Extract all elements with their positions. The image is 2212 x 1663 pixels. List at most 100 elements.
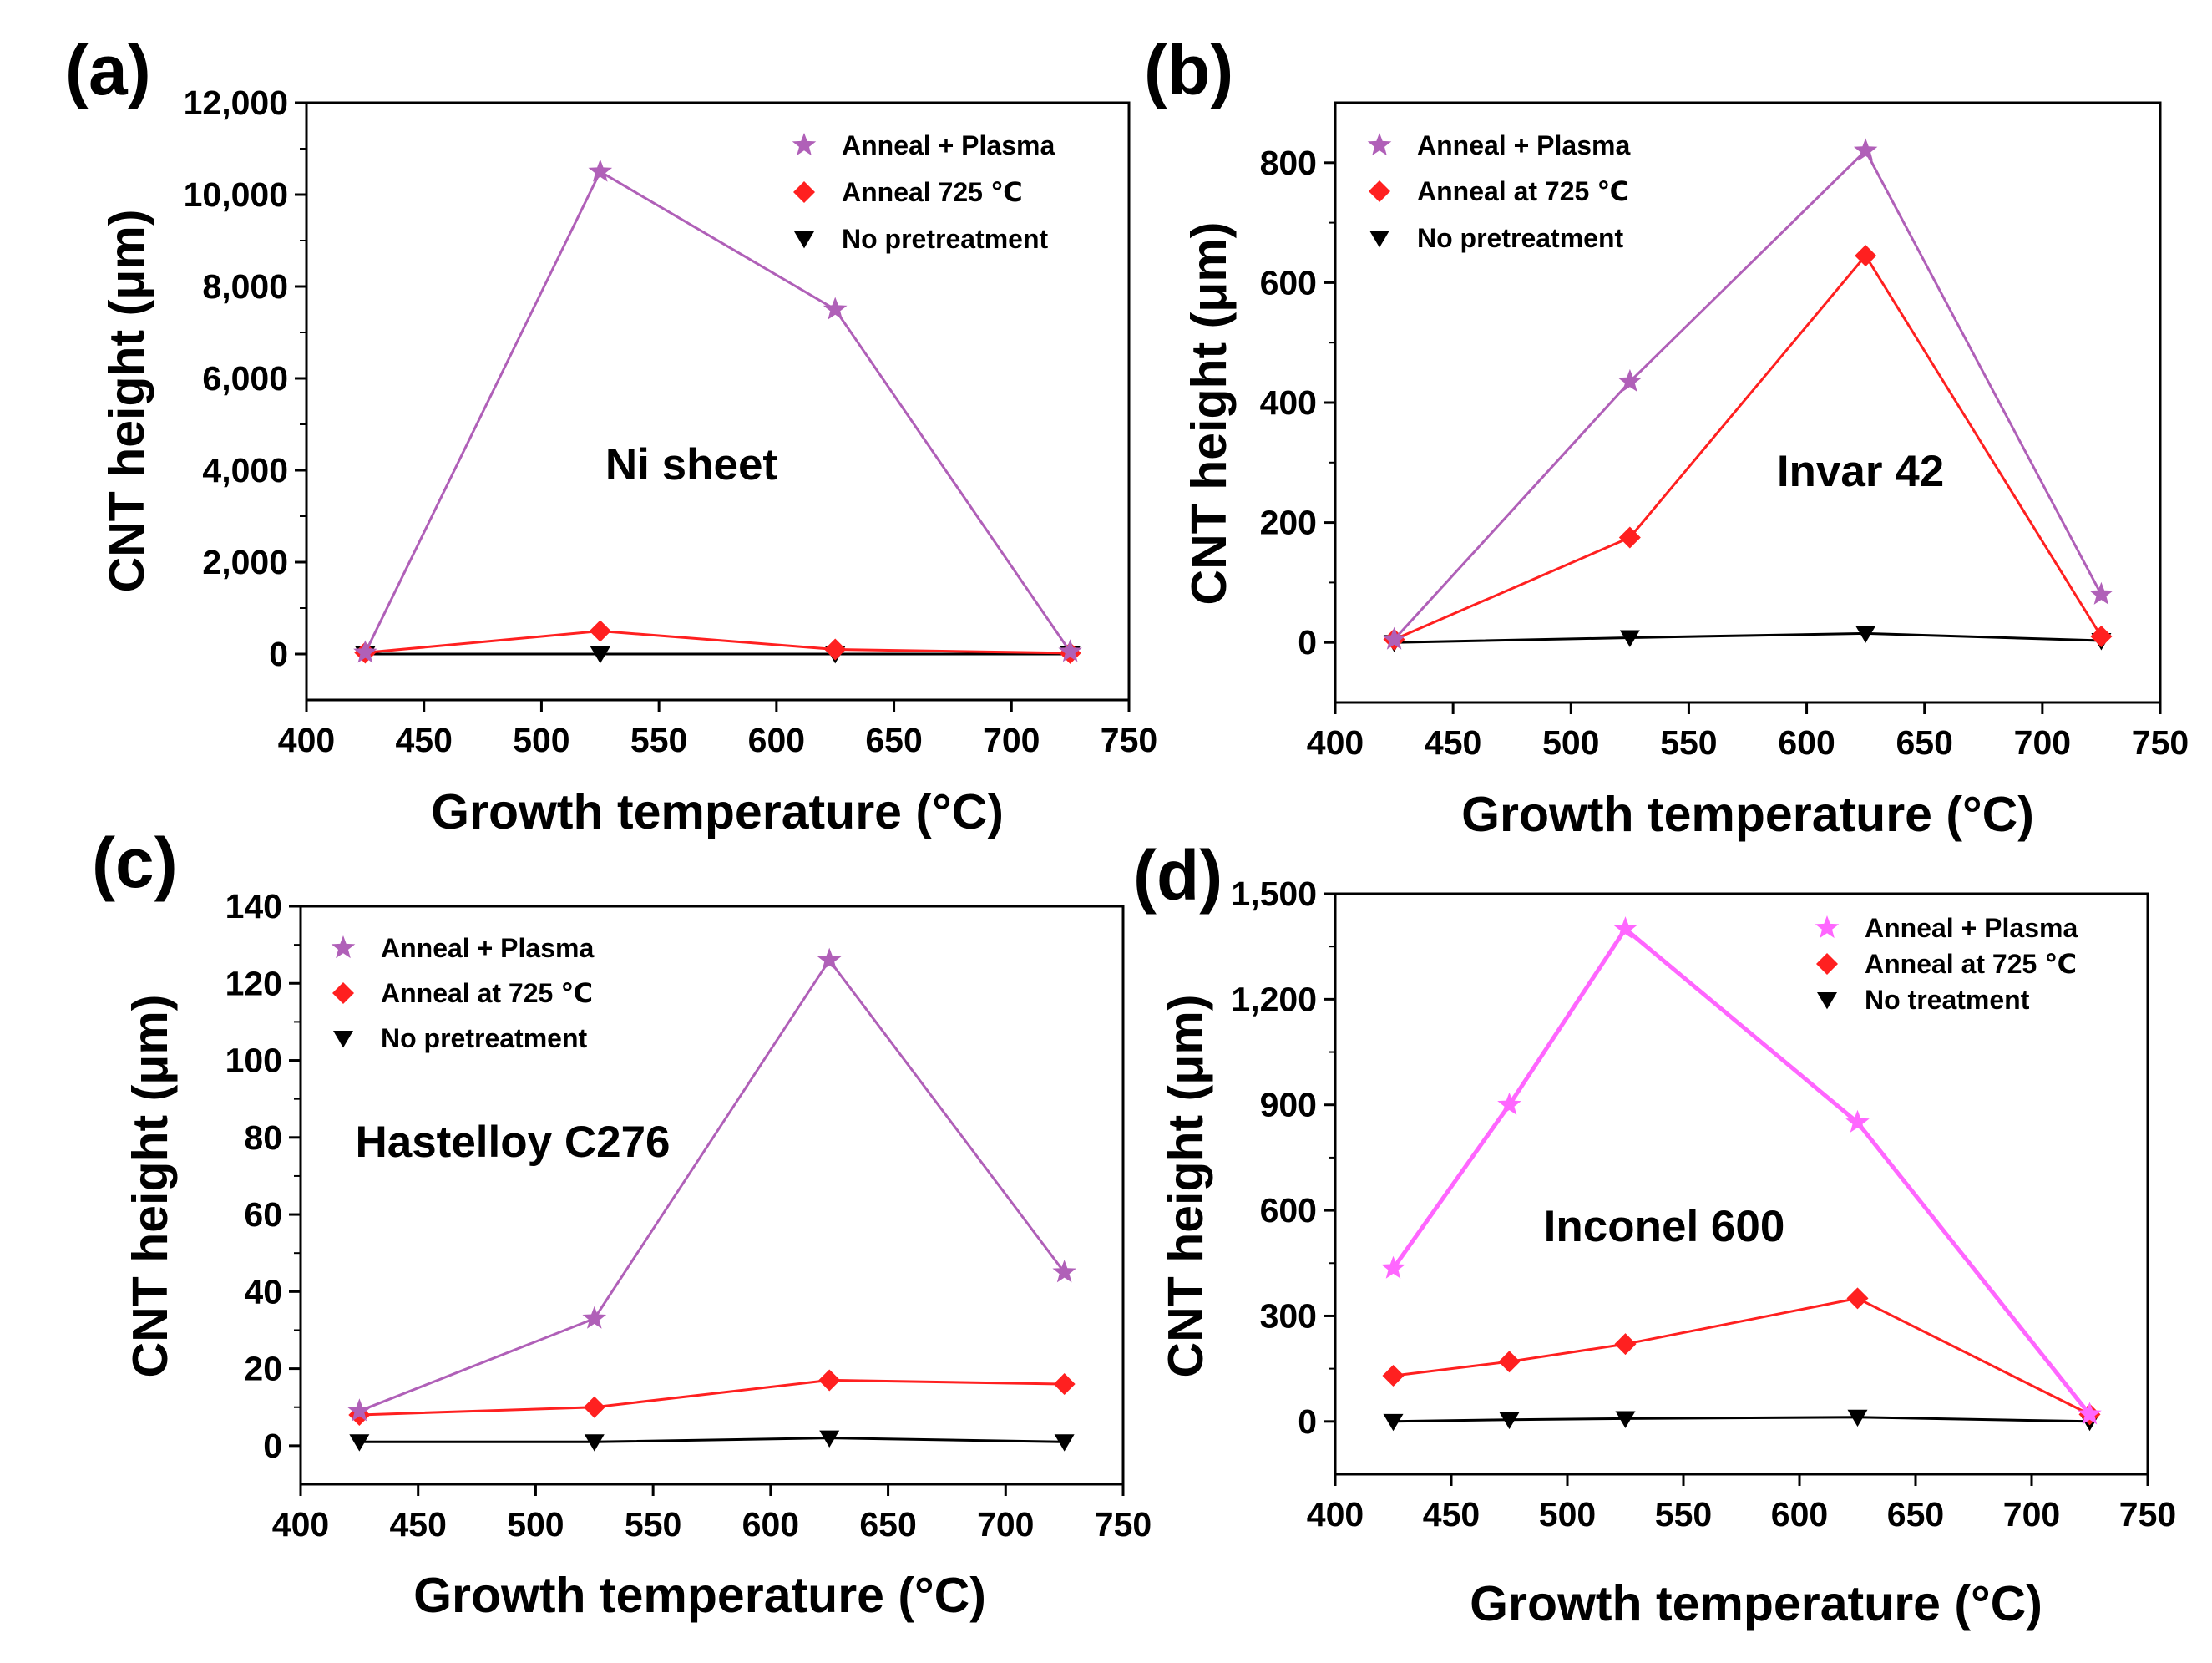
y-tick-label: 12,000 — [184, 84, 288, 122]
series-line — [365, 629, 1071, 655]
x-tick-label: 700 — [2003, 1495, 2060, 1534]
y-axis-title: CNT height (μm) — [1182, 222, 1237, 606]
legend-item: Anneal 725 ℃ — [793, 177, 1023, 207]
y-axis: 0 2,000 4,000 6,000 8,000 10,000 12,000 — [184, 84, 306, 673]
data-point — [582, 1306, 607, 1329]
x-tick-label: 550 — [625, 1505, 681, 1544]
material-annotation: Inconel 600 — [1544, 1202, 1785, 1251]
data-point — [349, 1434, 370, 1452]
legend: Anneal + Plasma Anneal at 725 ℃ No pretr… — [331, 933, 594, 1053]
x-tick-label: 450 — [390, 1505, 447, 1544]
x-tick-label: 500 — [1539, 1495, 1596, 1534]
x-tick-label: 600 — [742, 1505, 799, 1544]
data-point — [1499, 1412, 1520, 1430]
data-point — [1614, 1333, 1637, 1356]
y-axis-title: CNT height (μm) — [1158, 995, 1213, 1378]
y-tick-label: 900 — [1260, 1086, 1317, 1124]
x-tick-label: 450 — [1425, 723, 1481, 762]
data-point — [589, 620, 611, 642]
x-tick-label: 550 — [1655, 1495, 1712, 1534]
x-tick-label: 500 — [1542, 723, 1599, 762]
legend-item: Anneal at 725 ℃ — [332, 978, 593, 1008]
legend-label: Anneal at 725 ℃ — [381, 978, 593, 1008]
y-tick-label: 0 — [263, 1427, 282, 1465]
x-tick-label: 750 — [1095, 1505, 1152, 1544]
legend-item: Anneal at 725 ℃ — [1369, 176, 1629, 206]
y-axis: 0 300 600 900 1,200 1,500 — [1231, 875, 1335, 1441]
legend-marker-diamond — [793, 181, 815, 203]
x-tick-label: 400 — [272, 1505, 329, 1544]
data-point — [1053, 1373, 1076, 1396]
y-tick-label: 1,200 — [1231, 980, 1317, 1018]
series-line — [364, 170, 1071, 654]
series-line — [1394, 253, 2103, 641]
x-axis: 400 450 500 550 600 650 700 750 — [1307, 1474, 2176, 1534]
y-tick-label: 800 — [1260, 144, 1317, 182]
plot-frame — [1334, 892, 2149, 1476]
data-point — [1382, 626, 1406, 650]
y-tick-label: 0 — [269, 635, 288, 673]
data-point — [817, 947, 842, 971]
legend-marker-triangle — [333, 1031, 353, 1048]
x-tick-label: 600 — [1771, 1495, 1828, 1534]
x-tick-label: 450 — [396, 721, 453, 759]
legend-item: Anneal + Plasma — [331, 933, 594, 963]
data-point — [2078, 1402, 2102, 1425]
series-line — [359, 1378, 1065, 1417]
legend-item: No pretreatment — [333, 1023, 588, 1053]
data-point — [2089, 581, 2113, 605]
legend-marker-diamond — [1369, 180, 1390, 202]
legend-label: Anneal at 725 ℃ — [1865, 949, 2077, 979]
legend-label: Anneal + Plasma — [381, 933, 594, 963]
series-line — [358, 957, 1066, 1412]
y-axis: 0 200 400 600 800 — [1260, 144, 1335, 662]
data-point — [824, 638, 847, 661]
x-tick-label: 600 — [748, 721, 805, 759]
x-tick-label: 750 — [2119, 1495, 2176, 1534]
chart-panel-b: (b) 0 200 400 600 800 400 450 500 550 600 650 700 7… — [1144, 31, 2189, 842]
legend-label: Anneal 725 ℃ — [842, 177, 1023, 207]
x-tick-label: 400 — [1307, 1495, 1364, 1534]
y-tick-label: 40 — [244, 1272, 282, 1311]
series-line — [1393, 148, 2103, 641]
series-layer — [1382, 138, 2113, 652]
y-tick-label: 140 — [225, 887, 282, 925]
panel-label: (b) — [1144, 31, 1233, 109]
chart-panel-d: (d) 0 300 600 900 1,200 1,500 400 450 500 550 600… — [1133, 836, 2176, 1631]
data-point — [1845, 1109, 1870, 1133]
legend-label: Anneal + Plasma — [1865, 913, 2078, 943]
series-line — [359, 1437, 1065, 1443]
legend-label: Anneal at 725 ℃ — [1417, 176, 1629, 206]
data-point — [1382, 1365, 1405, 1387]
x-tick-label: 650 — [1887, 1495, 1944, 1534]
legend: Anneal + Plasma Anneal at 725 ℃ No treat… — [1815, 913, 2078, 1015]
legend-item: Anneal + Plasma — [792, 130, 1055, 160]
y-tick-label: 120 — [225, 964, 282, 1002]
material-annotation: Invar 42 — [1777, 447, 1944, 496]
material-annotation: Ni sheet — [605, 440, 777, 489]
y-tick-label: 0 — [1298, 623, 1317, 662]
y-axis-title: CNT height (μm) — [99, 210, 154, 593]
legend-label: No pretreatment — [842, 224, 1049, 254]
x-axis-title: Growth temperature (°C) — [1470, 1576, 2042, 1631]
data-point — [819, 1430, 840, 1448]
data-point — [1847, 1409, 1868, 1427]
data-point — [590, 646, 610, 664]
data-point — [823, 297, 848, 320]
y-tick-label: 20 — [244, 1350, 282, 1388]
x-tick-label: 650 — [859, 1505, 916, 1544]
chart-panel-a: (a) 0 2,000 4,000 6,000 8,000 10,000 12,000 40… — [65, 31, 1157, 839]
x-tick-label: 700 — [2014, 723, 2071, 762]
x-tick-label: 550 — [630, 721, 687, 759]
data-point — [1617, 368, 1643, 392]
series-layer — [347, 947, 1076, 1452]
legend-marker-star — [792, 133, 817, 156]
plot-frame — [305, 101, 1131, 702]
y-tick-label: 10,000 — [184, 175, 288, 214]
legend-marker-diamond — [1816, 953, 1838, 975]
legend-marker-star — [331, 935, 356, 959]
y-tick-label: 0 — [1298, 1402, 1317, 1441]
x-axis: 400 450 500 550 600 650 700 750 — [1307, 702, 2189, 762]
legend: Anneal + Plasma Anneal 725 ℃ No pretreat… — [792, 130, 1055, 254]
